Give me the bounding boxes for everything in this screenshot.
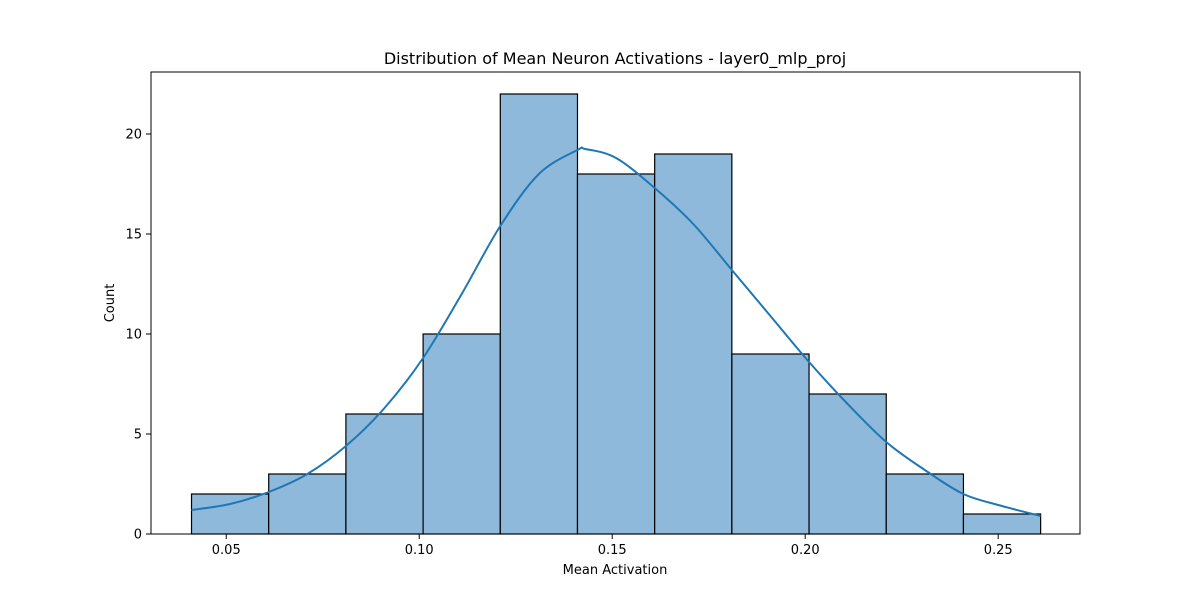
y-tick-label: 20	[125, 128, 142, 143]
histogram-bar	[499, 93, 579, 535]
histogram-bar	[808, 393, 887, 535]
chart-title: Distribution of Mean Neuron Activations …	[384, 49, 846, 69]
x-axis-label: Mean Activation	[563, 563, 668, 578]
y-axis: 0 5 10 15 20	[125, 128, 151, 543]
histogram-bar	[576, 173, 656, 535]
y-tick-label: 10	[125, 328, 142, 343]
y-tick-label: 15	[125, 228, 142, 243]
x-tick-label: 0.05	[212, 543, 241, 558]
y-tick-label: 5	[134, 428, 142, 443]
x-tick-label: 0.10	[405, 543, 434, 558]
histogram-bar	[731, 353, 810, 535]
histogram-bar	[885, 473, 965, 535]
x-tick-label: 0.15	[598, 543, 627, 558]
histogram-bar	[422, 333, 501, 535]
x-tick-label: 0.20	[791, 543, 820, 558]
bars-layer	[190, 93, 1042, 535]
x-tick-label: 0.25	[984, 543, 1013, 558]
histogram-bar	[345, 413, 424, 535]
x-axis: 0.05 0.10 0.15 0.20 0.25	[212, 534, 1013, 558]
histogram-bar	[654, 153, 733, 535]
histogram-bar	[268, 473, 347, 535]
y-axis-label: Count	[103, 284, 118, 323]
kde-curve	[191, 146, 1041, 517]
plot-frame	[150, 71, 1081, 535]
kde-layer	[191, 146, 1041, 517]
histogram-bar	[190, 493, 270, 535]
y-tick-label: 0	[134, 528, 142, 543]
histogram-bar	[962, 513, 1042, 535]
